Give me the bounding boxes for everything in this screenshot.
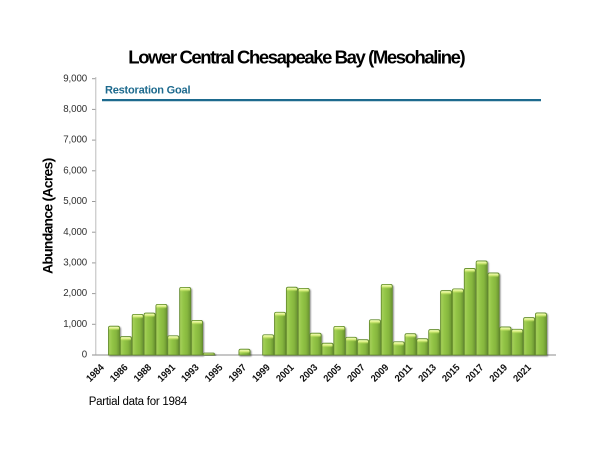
svg-text:7,000: 7,000: [63, 135, 88, 146]
svg-text:Partial data for 1984: Partial data for 1984: [89, 396, 188, 408]
svg-text:2,000: 2,000: [63, 288, 88, 299]
svg-text:1,000: 1,000: [63, 319, 88, 330]
svg-text:5,000: 5,000: [63, 196, 88, 207]
svg-text:4,000: 4,000: [63, 227, 88, 238]
svg-text:0: 0: [82, 350, 88, 361]
svg-text:9,000: 9,000: [63, 73, 88, 84]
svg-text:3,000: 3,000: [63, 258, 88, 269]
svg-text:Restoration Goal: Restoration Goal: [105, 85, 191, 97]
svg-text:6,000: 6,000: [63, 165, 88, 176]
svg-text:Lower Central Chesapeake Bay (: Lower Central Chesapeake Bay (Mesohaline…: [128, 47, 465, 68]
svg-text:8,000: 8,000: [63, 104, 88, 115]
svg-text:Abundance (Acres): Abundance (Acres): [40, 158, 56, 274]
